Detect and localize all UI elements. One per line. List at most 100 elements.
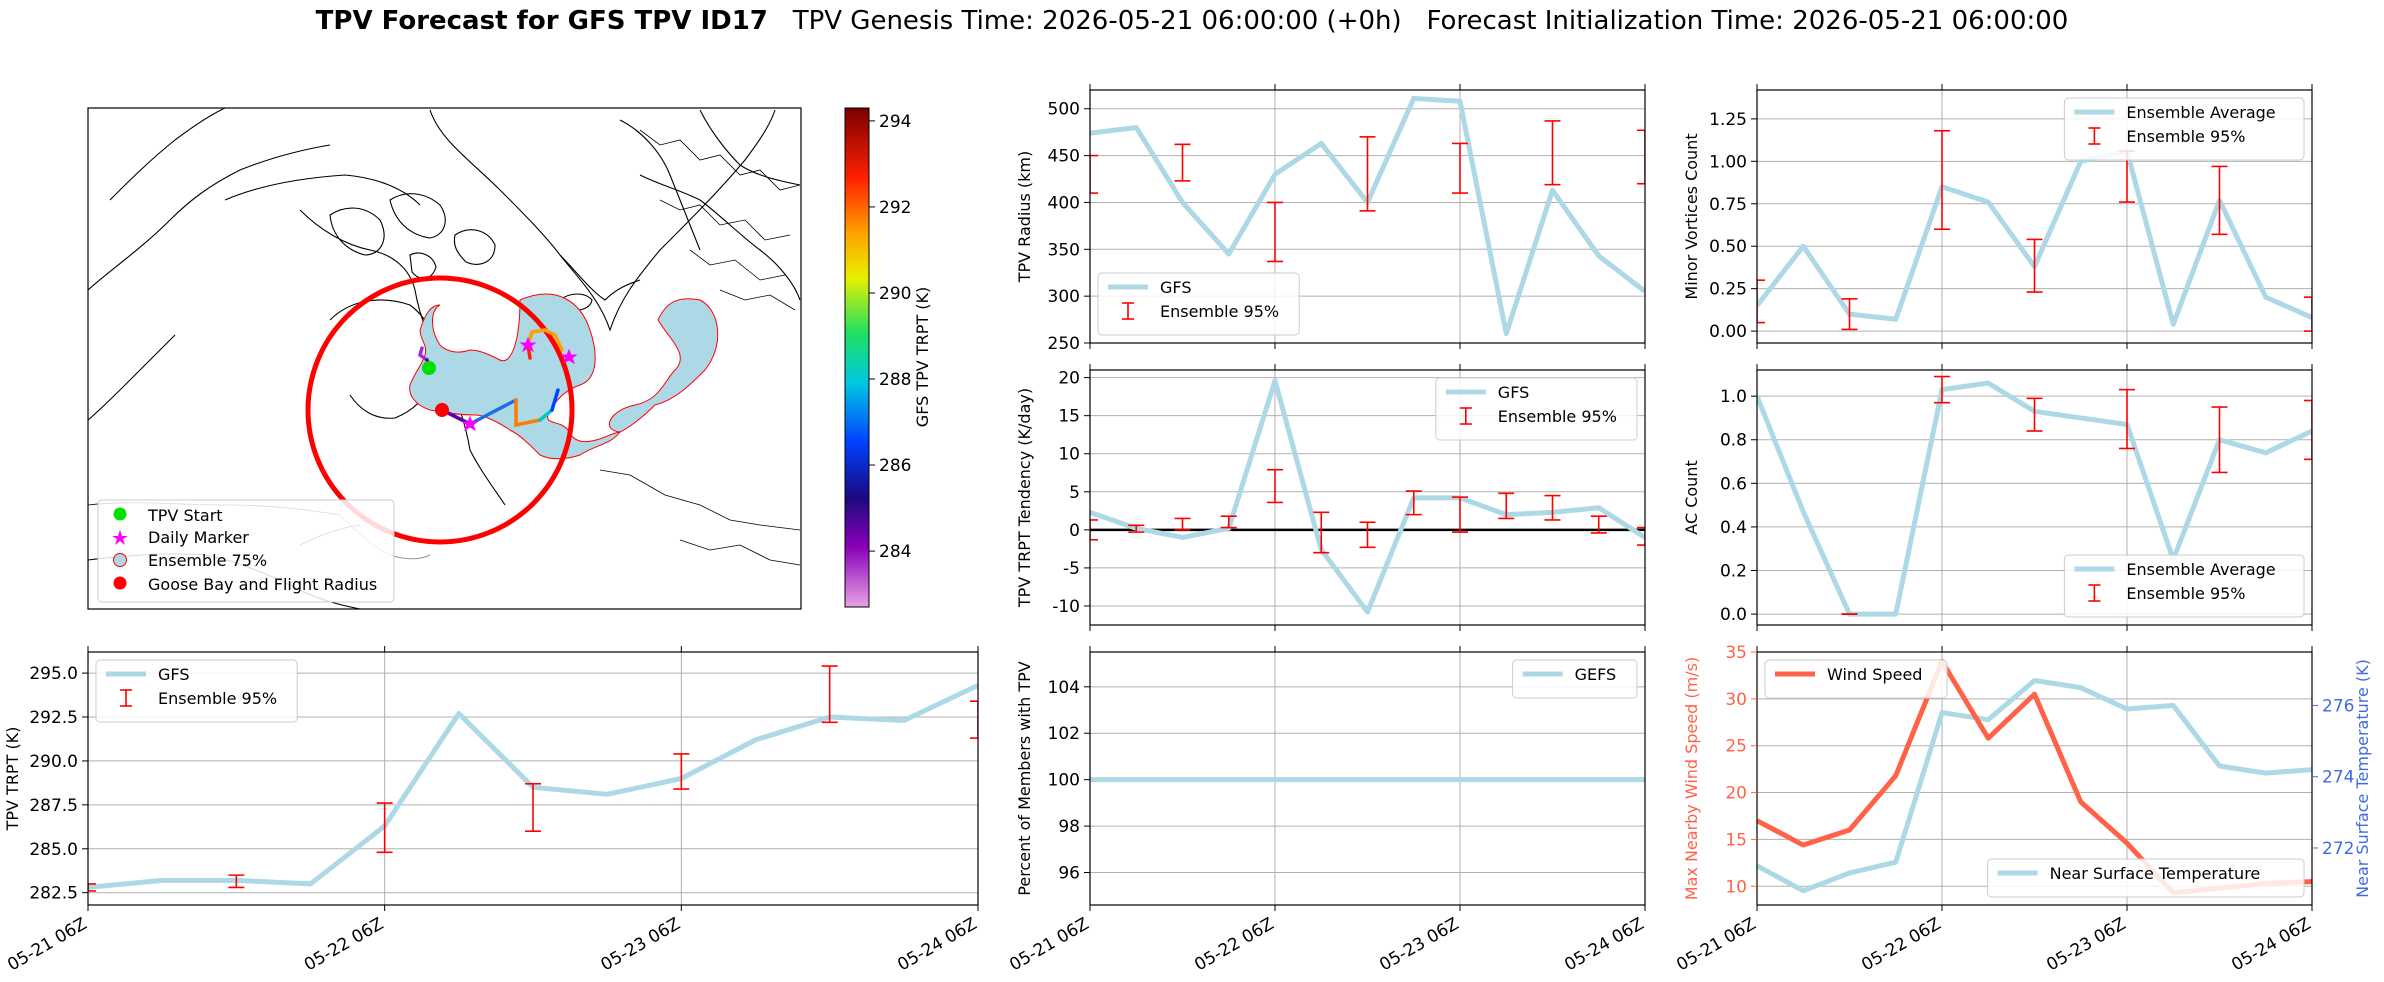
y-tick-label: 10 <box>1725 877 1747 897</box>
legend: GFS Ensemble 95% <box>1435 377 1638 441</box>
plot-area <box>88 665 978 892</box>
y-tick-label: 1.0 <box>1720 387 1747 407</box>
colorbar-label: GFS TPV TRPT (K) <box>913 287 932 427</box>
errorbar <box>376 802 393 854</box>
y-axis-label: Minor Vortices Count <box>1682 133 1701 299</box>
y-tick-label: 282.5 <box>29 884 78 904</box>
legend-ensemble-75: Ensemble 75% <box>148 551 267 570</box>
y2-tick-label: 274 <box>2322 768 2354 788</box>
y-tick-label: 30 <box>1725 690 1747 710</box>
x-tick-label: 05-23 06Z <box>598 914 684 975</box>
x-tick-label: 05-21 06Z <box>1673 914 1759 975</box>
y-axis-label: TPV Radius (km) <box>1015 151 1034 284</box>
y-tick-label: 1.25 <box>1709 110 1747 130</box>
legend-label: GFS <box>1160 278 1191 297</box>
axes-frame <box>1756 651 2313 906</box>
errorbar <box>1544 120 1561 186</box>
errorbar <box>1090 519 1098 541</box>
legend-errorbar-swatch <box>1459 407 1472 425</box>
axes-frame <box>1089 89 1646 344</box>
colorbar-tick-label: 286 <box>879 456 911 476</box>
daily-markers <box>461 336 578 432</box>
y-tick-label: 15 <box>1058 407 1080 427</box>
chart-ac: 0.0 0.2 0.4 0.6 0.8 1.0 AC Count Ensemble Avera… <box>1682 364 2313 631</box>
legend: Ensemble Average Ensemble 95% <box>2063 554 2305 618</box>
errorbar <box>673 753 690 790</box>
legend-label: Ensemble Average <box>2126 103 2275 122</box>
legend: Ensemble Average Ensemble 95% <box>2063 97 2305 161</box>
x-tick-label: 05-22 06Z <box>301 914 387 975</box>
legend-label: GFS <box>1498 383 1529 402</box>
legend-label: Ensemble Average <box>2126 560 2275 579</box>
y-tick-label: -10 <box>1052 597 1080 617</box>
errorbar <box>970 700 978 739</box>
x-tick-label: 05-24 06Z <box>2228 914 2314 975</box>
y-tick-label: 10 <box>1058 445 1080 465</box>
legend: GFS Ensemble 95% <box>1097 272 1300 336</box>
chart-trpt: 282.5 285.0 287.5 290.0 292.5 295.0 05-21 06Z 0… <box>3 646 981 975</box>
errorbar <box>2119 388 2135 450</box>
y-tick-label: 400 <box>1048 193 1080 213</box>
y-tick-label: 104 <box>1048 678 1080 698</box>
errorbar <box>2304 399 2312 461</box>
legend-label: GEFS <box>1575 665 1617 684</box>
y-tick-label: 0.2 <box>1720 562 1747 582</box>
legend-label: Wind Speed <box>1827 665 1922 684</box>
x-tick-label: 05-24 06Z <box>894 914 980 975</box>
y-tick-label: 295.0 <box>29 664 78 684</box>
legend: Wind Speed <box>1764 659 1948 699</box>
chart-members: 96 98 100 102 104 05-21 06Z 05-22 06Z 05-23 06Z… <box>1006 646 1648 975</box>
y-tick-label: 1.00 <box>1709 152 1747 172</box>
y-axis-label: TPV TRPT (K) <box>3 727 22 832</box>
map-legend: TPV Start Daily Marker Ensemble 75% Goos… <box>97 499 395 603</box>
goose-bay-marker <box>435 403 449 417</box>
chart-minor: 0.00 0.25 0.50 0.75 1.00 1.25 Minor Vortices C… <box>1682 84 2313 349</box>
axes-frame <box>1756 89 2313 344</box>
y-tick-label: 450 <box>1048 147 1080 167</box>
y-tick-label: 100 <box>1048 771 1080 791</box>
errorbar <box>1637 526 1645 546</box>
y-tick-label: 0.8 <box>1720 431 1747 451</box>
x-tick-label: 05-23 06Z <box>2043 914 2129 975</box>
map-panel: TPV Start Daily Marker Ensemble 75% Goos… <box>87 107 802 610</box>
tpv-start-marker <box>422 361 436 375</box>
colorbar-ticks: 284 286 288 290 292 294 <box>869 112 911 562</box>
y2-tick-label: 272 <box>2322 839 2354 859</box>
errorbar <box>1498 492 1515 520</box>
errorbar <box>1174 517 1191 531</box>
errorbar <box>2026 397 2043 432</box>
legend-label: GFS <box>158 665 189 684</box>
y-tick-label: 96 <box>1058 864 1080 884</box>
legend-label: Ensemble 95% <box>1160 302 1279 321</box>
plot-area <box>1090 95 1645 337</box>
legend: GEFS <box>1512 659 1638 699</box>
title-genesis-time: TPV Genesis Time: 2026-05-21 06:00:00 (+… <box>792 6 1402 36</box>
y-tick-label: 20 <box>1058 369 1080 389</box>
series-line <box>1757 148 2312 327</box>
y-tick-label: 290.0 <box>29 752 78 772</box>
axes-frame <box>1089 651 1646 906</box>
y-tick-label: 5 <box>1069 483 1080 503</box>
colorbar-tick-label: 290 <box>879 284 911 304</box>
chart-radius: 250 300 350 400 450 500 TPV Radius (km) GFS Ense… <box>1015 84 1646 354</box>
errorbar <box>1359 521 1376 549</box>
legend-daily-marker: Daily Marker <box>148 528 249 547</box>
title-storm-id: TPV Forecast for GFS TPV ID17 <box>315 6 768 36</box>
legend-tpv-start: TPV Start <box>147 506 223 525</box>
legend-label: Ensemble 95% <box>1498 407 1617 426</box>
y-tick-label: 350 <box>1048 240 1080 260</box>
x-tick-label: 05-23 06Z <box>1376 914 1462 975</box>
flight-radius-circle <box>305 275 575 545</box>
errorbar <box>1267 468 1283 504</box>
y-tick-label: 0.0 <box>1720 605 1747 625</box>
y-tick-label: 0.00 <box>1709 322 1747 342</box>
y-tick-label: 35 <box>1725 643 1747 663</box>
legend-label: Near Surface Temperature <box>2050 864 2261 883</box>
errorbar <box>1544 494 1561 521</box>
errorbar <box>1359 136 1376 212</box>
y-tick-label: 25 <box>1725 737 1747 757</box>
y-tick-label: 0.4 <box>1720 518 1747 538</box>
legend-errorbar-swatch <box>120 689 132 707</box>
x-tick-label: 05-24 06Z <box>1561 914 1647 975</box>
colorbar: 284 286 288 290 292 294 GFS TPV TRPT (K) <box>844 107 932 608</box>
